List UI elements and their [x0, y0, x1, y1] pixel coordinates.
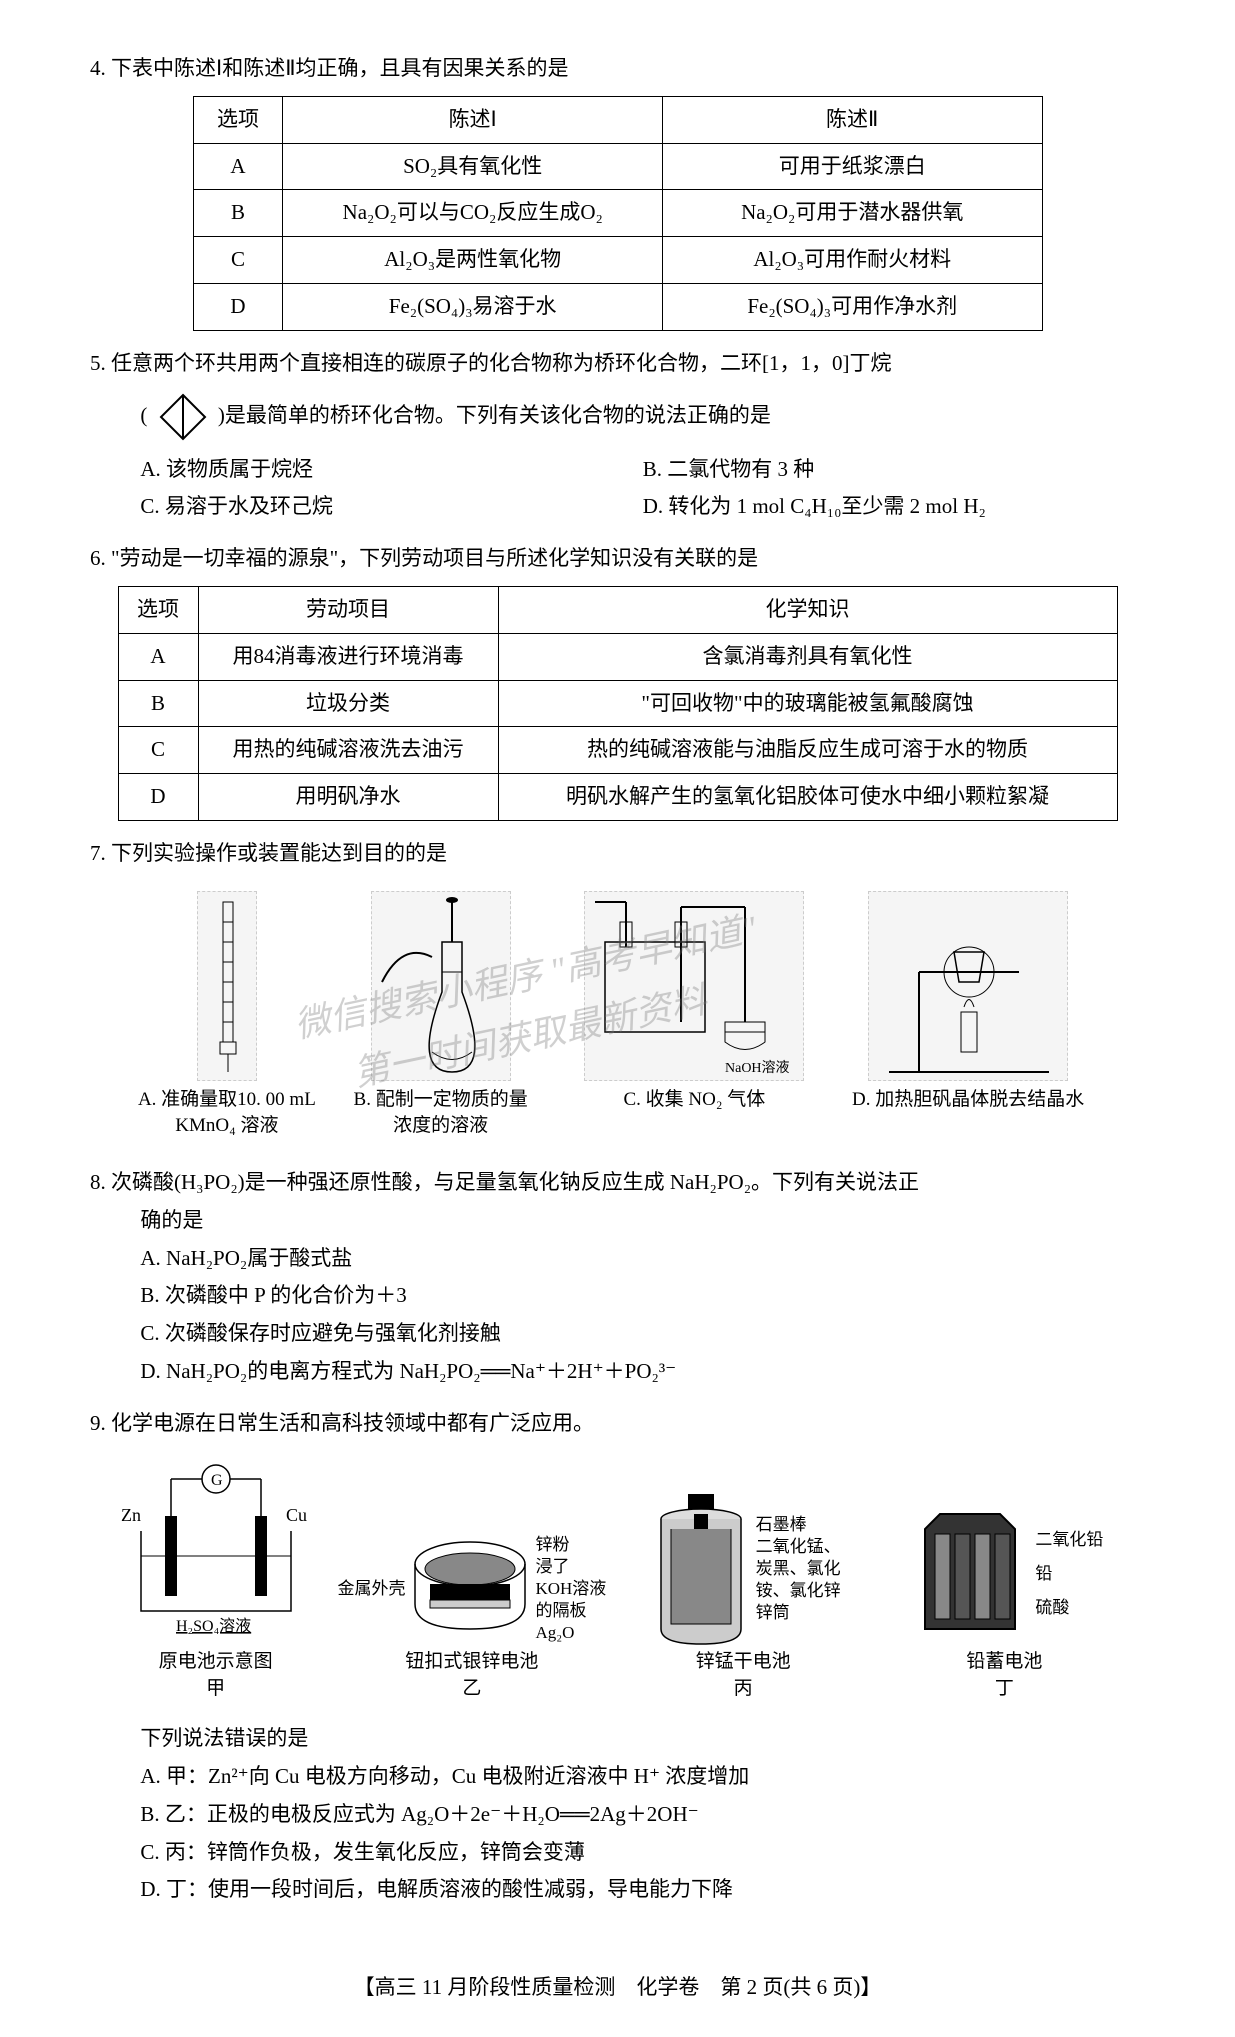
q8-opt-d: D. NaH₂PO₂的电离方程式为 NaH₂PO₂══Na⁺＋2H⁺＋PO₂³⁻: [140, 1353, 1145, 1391]
question-4: 4. 下表中陈述Ⅰ和陈述Ⅱ均正确，且具有因果关系的是 选项 陈述Ⅰ 陈述Ⅱ A …: [90, 50, 1145, 331]
table-row: B 垃圾分类 "可回收物"中的玻璃能被氢氟酸腐蚀: [118, 680, 1117, 727]
heating-crucible-icon: [868, 891, 1068, 1081]
q9-cell-yi: 金属外壳 锌粉 浸了 KOH溶液 的隔板 Ag₂O 钮扣式银锌电池: [332, 1529, 612, 1702]
svg-text:Cu: Cu: [286, 1505, 307, 1525]
q4-th-1: 陈述Ⅰ: [283, 96, 663, 143]
q8-opt-c: C. 次磷酸保存时应避免与强氧化剂接触: [140, 1315, 1145, 1353]
svg-text:H₂SO₄溶液: H₂SO₄溶液: [176, 1617, 251, 1635]
q5-opt-c: C. 易溶于水及环己烷: [140, 488, 642, 526]
q8-opt-b: B. 次磷酸中 P 的化合价为＋3: [140, 1277, 1145, 1315]
q9-opt-b: B. 乙：正极的电极反应式为 Ag₂O＋2e⁻＋H₂O══2Ag＋2OH⁻: [140, 1796, 1145, 1834]
q4-stem: 4. 下表中陈述Ⅰ和陈述Ⅱ均正确，且具有因果关系的是: [90, 50, 1145, 88]
q8-opt-a: A. NaH₂PO₂属于酸式盐: [140, 1240, 1145, 1278]
volumetric-flask-icon: [371, 891, 511, 1081]
q7-stem: 7. 下列实验操作或装置能达到目的的是: [90, 835, 1145, 873]
burette-icon: [197, 891, 257, 1081]
table-row: D Fe₂(SO₄)₃易溶于水 Fe₂(SO₄)₃可用作净水剂: [193, 283, 1042, 330]
q7-fig-b: B. 配制一定物质的量 浓度的溶液: [331, 891, 551, 1140]
yi-right-labels: 锌粉 浸了 KOH溶液 的隔板 Ag₂O: [535, 1534, 606, 1644]
q5-stem-a: 5. 任意两个环共用两个直接相连的碳原子的化合物称为桥环化合物，二环[1，1，0…: [90, 345, 1145, 383]
q9-opt-a: A. 甲：Zn²⁺向 Cu 电极方向移动，Cu 电极附近溶液中 H⁺ 浓度增加: [140, 1758, 1145, 1796]
q7-fig-c: NaOH溶液 C. 收集 NO₂ 气体: [564, 891, 824, 1140]
question-8: 8. 次磷酸(H₃PO₂)是一种强还原性酸，与足量氢氧化钠反应生成 NaH₂PO…: [90, 1164, 1145, 1391]
q9-cell-ding: 二氧化铅 铅 硫酸 铅蓄电池 丁: [874, 1499, 1134, 1702]
q5-stem-b: ( )是最简单的桥环化合物。下列有关该化合物的说法正确的是: [90, 391, 1145, 443]
q9-opt-d: D. 丁：使用一段时间后，电解质溶液的酸性减弱，导电能力下降: [140, 1871, 1145, 1909]
page-footer: 【高三 11 月阶段性质量检测 化学卷 第 2 页(共 6 页)】: [90, 1969, 1145, 2007]
gas-collection-icon: NaOH溶液: [584, 891, 804, 1081]
q7-fig-a: A. 准确量取10. 00 mL KMnO₄ 溶液: [137, 891, 317, 1140]
table-row: A 用84消毒液进行环境消毒 含氯消毒剂具有氧化性: [118, 633, 1117, 680]
q7-fig-d: D. 加热胆矾晶体脱去结晶水: [838, 891, 1098, 1140]
q9-stem: 9. 化学电源在日常生活和高科技领域中都有广泛应用。: [90, 1405, 1145, 1443]
q9-opt-c: C. 丙：锌筒作负极，发生氧化反应，锌筒会变薄: [140, 1834, 1145, 1872]
svg-text:G: G: [211, 1472, 223, 1489]
q9-cell-bing: 石墨棒 二氧化锰、 炭黑、氯化 铵、氯化锌 锌筒 锌锰干电池 丙: [613, 1489, 873, 1702]
question-5: 5. 任意两个环共用两个直接相连的碳原子的化合物称为桥环化合物，二环[1，1，0…: [90, 345, 1145, 526]
table-row: B Na₂O₂可以与CO₂反应生成O₂ Na₂O₂可用于潜水器供氧: [193, 190, 1042, 237]
question-6: 6. "劳动是一切幸福的源泉"，下列劳动项目与所述化学知识没有关联的是 选项 劳…: [90, 540, 1145, 821]
bicyclobutane-icon: [157, 391, 209, 443]
q4-th-2: 陈述Ⅱ: [662, 96, 1042, 143]
table-row: D 用明矾净水 明矾水解产生的氢氧化铝胶体可使水中细小颗粒絮凝: [118, 774, 1117, 821]
q6-th-1: 劳动项目: [198, 586, 498, 633]
yi-left-labels: 金属外壳: [337, 1578, 405, 1600]
question-9: 9. 化学电源在日常生活和高科技领域中都有广泛应用。 G Zn Cu H₂SO₄…: [90, 1405, 1145, 1910]
ding-labels: 二氧化铅 铅 硫酸: [1035, 1523, 1103, 1625]
q5-opt-b: B. 二氯代物有 3 种: [643, 451, 1145, 489]
lead-acid-icon: [905, 1499, 1035, 1649]
q9-cell-jia: G Zn Cu H₂SO₄溶液 原电池示意图 甲: [101, 1461, 331, 1703]
q6-stem: 6. "劳动是一切幸福的源泉"，下列劳动项目与所述化学知识没有关联的是: [90, 540, 1145, 578]
q8-stem2: 确的是: [90, 1202, 1145, 1240]
q5-opt-a: A. 该物质属于烷烃: [140, 451, 642, 489]
question-7: 7. 下列实验操作或装置能达到目的的是 微信搜索小程序 "高考早知道" 第一时间…: [90, 835, 1145, 1150]
q6-th-0: 选项: [118, 586, 198, 633]
svg-text:NaOH溶液: NaOH溶液: [725, 1060, 790, 1076]
q6-table: 选项 劳动项目 化学知识 A 用84消毒液进行环境消毒 含氯消毒剂具有氧化性 B…: [118, 586, 1118, 821]
galvanic-cell-icon: G Zn Cu H₂SO₄溶液: [111, 1461, 321, 1641]
q5-opt-d: D. 转化为 1 mol C₄H₁₀至少需 2 mol H₂: [643, 488, 1145, 526]
bing-labels: 石墨棒 二氧化锰、 炭黑、氯化 铵、氯化锌 锌筒: [756, 1514, 841, 1624]
q6-th-2: 化学知识: [498, 586, 1117, 633]
q9-substem: 下列说法错误的是: [90, 1720, 1145, 1758]
table-row: A SO₂具有氧化性 可用于纸浆漂白: [193, 143, 1042, 190]
table-row: C 用热的纯碱溶液洗去油污 热的纯碱溶液能与油脂反应生成可溶于水的物质: [118, 727, 1117, 774]
dry-cell-icon: [646, 1489, 756, 1649]
q8-stem: 8. 次磷酸(H₃PO₂)是一种强还原性酸，与足量氢氧化钠反应生成 NaH₂PO…: [90, 1164, 1145, 1202]
q4-th-0: 选项: [193, 96, 283, 143]
svg-text:Zn: Zn: [121, 1505, 141, 1525]
button-cell-icon: [405, 1529, 535, 1649]
table-row: C Al₂O₃是两性氧化物 Al₂O₃可用作耐火材料: [193, 237, 1042, 284]
q4-table: 选项 陈述Ⅰ 陈述Ⅱ A SO₂具有氧化性 可用于纸浆漂白 B Na₂O₂可以与…: [193, 96, 1043, 331]
